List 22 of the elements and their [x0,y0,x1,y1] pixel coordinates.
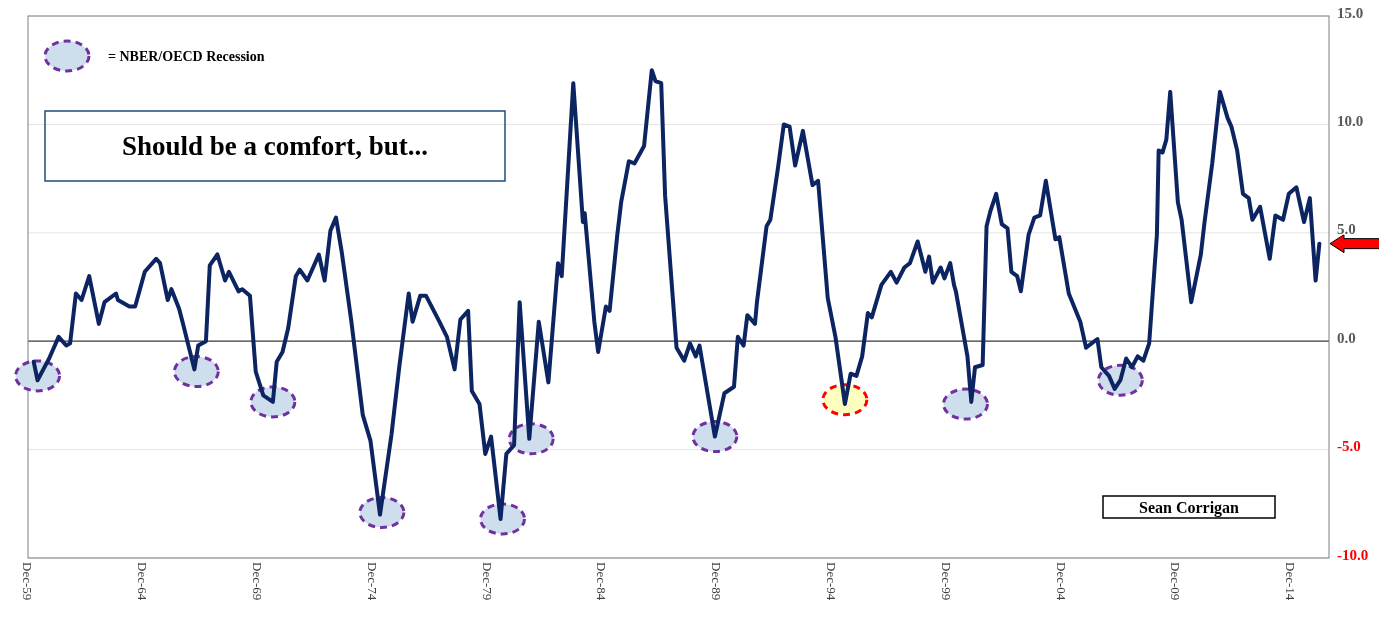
x-tick-label: Dec-94 [824,562,840,601]
x-tick-label: Dec-84 [594,562,610,601]
legend-label: = NBER/OECD Recession [108,48,265,64]
x-tick-label: Dec-99 [938,562,954,601]
x-tick-label: Dec-59 [20,562,36,601]
y-tick-label: 15.0 [1337,4,1364,21]
x-tick-label: Dec-79 [479,562,495,601]
x-tick-label: Dec-69 [250,562,266,601]
y-tick-label: -10.0 [1337,546,1369,563]
x-tick-label: Dec-74 [364,562,380,601]
x-tick-label: Dec-14 [1283,562,1299,601]
annotation: Should be a comfort, but... [121,131,429,162]
line-series [31,68,1322,521]
y-tick-label: -5.0 [1337,438,1361,455]
x-tick-label: Dec-64 [135,562,151,601]
y-tick-label: 10.0 [1337,112,1364,129]
y-tick-label: 0.0 [1337,329,1356,346]
x-tick-label: Dec-09 [1168,562,1184,601]
annotation: Sean Corrigan [1139,498,1240,517]
y-tick-label: 5.0 [1337,221,1356,238]
x-tick-label: Dec-04 [1053,562,1069,601]
x-tick-label: Dec-89 [709,562,725,601]
